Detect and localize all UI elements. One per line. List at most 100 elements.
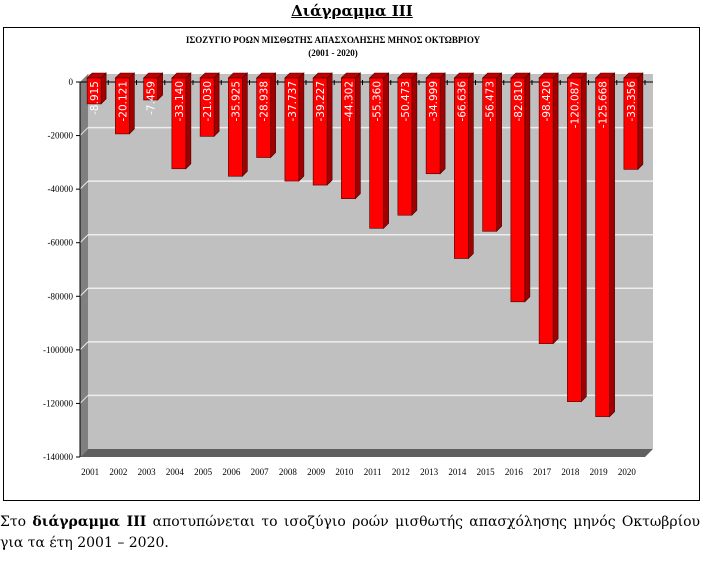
data-label: -120.087 [569,81,581,128]
bar-side [185,72,192,170]
bar-side [524,72,531,303]
gridline [79,180,89,190]
data-label: -21.030 [202,81,214,122]
bar [86,77,102,105]
x-tick-label: 2009 [307,467,326,477]
x-tick-label: 2012 [392,467,410,477]
bar [312,77,328,186]
y-tick-label: -60000 [48,238,74,248]
data-label: -56.473 [485,81,497,122]
bar-side [270,72,276,159]
y-tick-label: -20000 [48,131,74,141]
y-tick-label: -80000 [48,291,74,301]
bar [425,77,441,175]
bar-side [326,72,333,186]
x-tick-label: 2006 [222,467,241,477]
x-tick-label: 2019 [590,467,609,477]
data-label: -35.925 [230,81,242,122]
bar-side [129,72,135,135]
chart-subtitle: (2001 - 2020) [308,48,358,58]
bar-side [242,72,248,177]
x-tick-label: 2005 [194,467,213,477]
bar [482,77,497,232]
data-label: -28.938 [259,81,271,122]
x-tick-label: 2010 [335,467,354,477]
bar [510,77,526,303]
bar [567,77,582,402]
x-tick-label: 2008 [279,467,298,477]
bar-side [439,72,446,175]
data-label: -55.360 [372,81,384,122]
side-wall [80,74,88,457]
caption-rest: αποτυπώνεται το ισοζύγιο ροών μισθωτής α… [0,514,701,551]
data-label: -39.227 [315,81,327,122]
bar-side [298,72,305,182]
gridline [79,127,89,136]
figure-heading: Διάγραμμα ΙΙΙ [291,2,413,20]
bar [115,77,130,135]
y-tick-label: -100000 [43,345,73,355]
x-tick-label: 2016 [505,467,524,477]
x-tick-label: 2007 [251,467,270,477]
x-tick-label: 2003 [138,467,157,477]
data-label: -82.810 [513,81,525,122]
y-tick-label: 0 [69,77,74,87]
bar-side [552,72,559,345]
gridline [79,287,89,297]
data-label: -20.121 [117,81,129,122]
data-label: -33.140 [174,81,186,122]
bar-side [581,72,587,403]
data-label: -7.459 [146,81,158,115]
bar [171,77,187,170]
y-tick-label: -140000 [43,452,73,462]
bar [397,77,413,216]
bar [341,77,356,199]
data-label: -98.420 [541,81,553,122]
x-tick-label: 2020 [618,467,637,477]
bar-side [213,72,220,138]
bar [143,77,158,101]
bar-side [468,72,474,260]
x-tick-label: 2014 [448,467,467,477]
x-tick-label: 2013 [420,467,439,477]
x-tick-label: 2018 [561,467,580,477]
x-tick-label: 2011 [364,467,382,477]
bar-side [411,72,418,216]
bar [623,77,639,170]
bar [538,77,554,344]
bar-side [383,72,389,230]
data-label: -66.636 [456,81,468,122]
caption: Στο διάγραμμα ΙΙΙ αποτυπώνεται το ισοζύγ… [0,512,700,554]
bar-side [496,72,502,232]
data-label: -125.668 [598,81,610,128]
bar-side [355,72,361,200]
bar [284,77,300,182]
bar [369,77,384,229]
data-label: -37.737 [287,81,299,122]
x-tick-label: 2017 [533,467,552,477]
x-tick-label: 2004 [166,467,185,477]
caption-prefix: Στο [0,514,33,530]
y-tick-label: -40000 [48,184,74,194]
y-tick-label: -120000 [43,398,73,408]
data-label: -8.915 [89,81,101,115]
bar [256,77,271,158]
floor [80,449,653,457]
data-label: -44.302 [343,81,355,122]
caption-bold: διάγραμμα ΙΙΙ [32,514,147,530]
bar [228,77,243,177]
chart-title: ΙΣΟΖΥΓΙΟ ΡΟΩΝ ΜΙΣΘΩΤΗΣ ΑΠΑΣΧΟΛΗΣΗΣ ΜΗΝΟΣ… [186,35,481,45]
x-tick-label: 2002 [109,467,127,477]
data-label: -50.473 [400,81,412,122]
bar [595,77,610,417]
data-label: -34.999 [428,81,440,122]
gridline [79,341,89,351]
data-label: -33.356 [626,81,638,122]
bar-chart: ΙΣΟΖΥΓΙΟ ΡΟΩΝ ΜΙΣΘΩΤΗΣ ΑΠΑΣΧΟΛΗΣΗΣ ΜΗΝΟΣ… [3,27,700,501]
bar-side [637,72,644,171]
bar [454,77,469,259]
gridline [79,395,89,404]
x-tick-label: 2001 [81,467,99,477]
x-tick-label: 2015 [477,467,496,477]
bar [199,77,215,137]
